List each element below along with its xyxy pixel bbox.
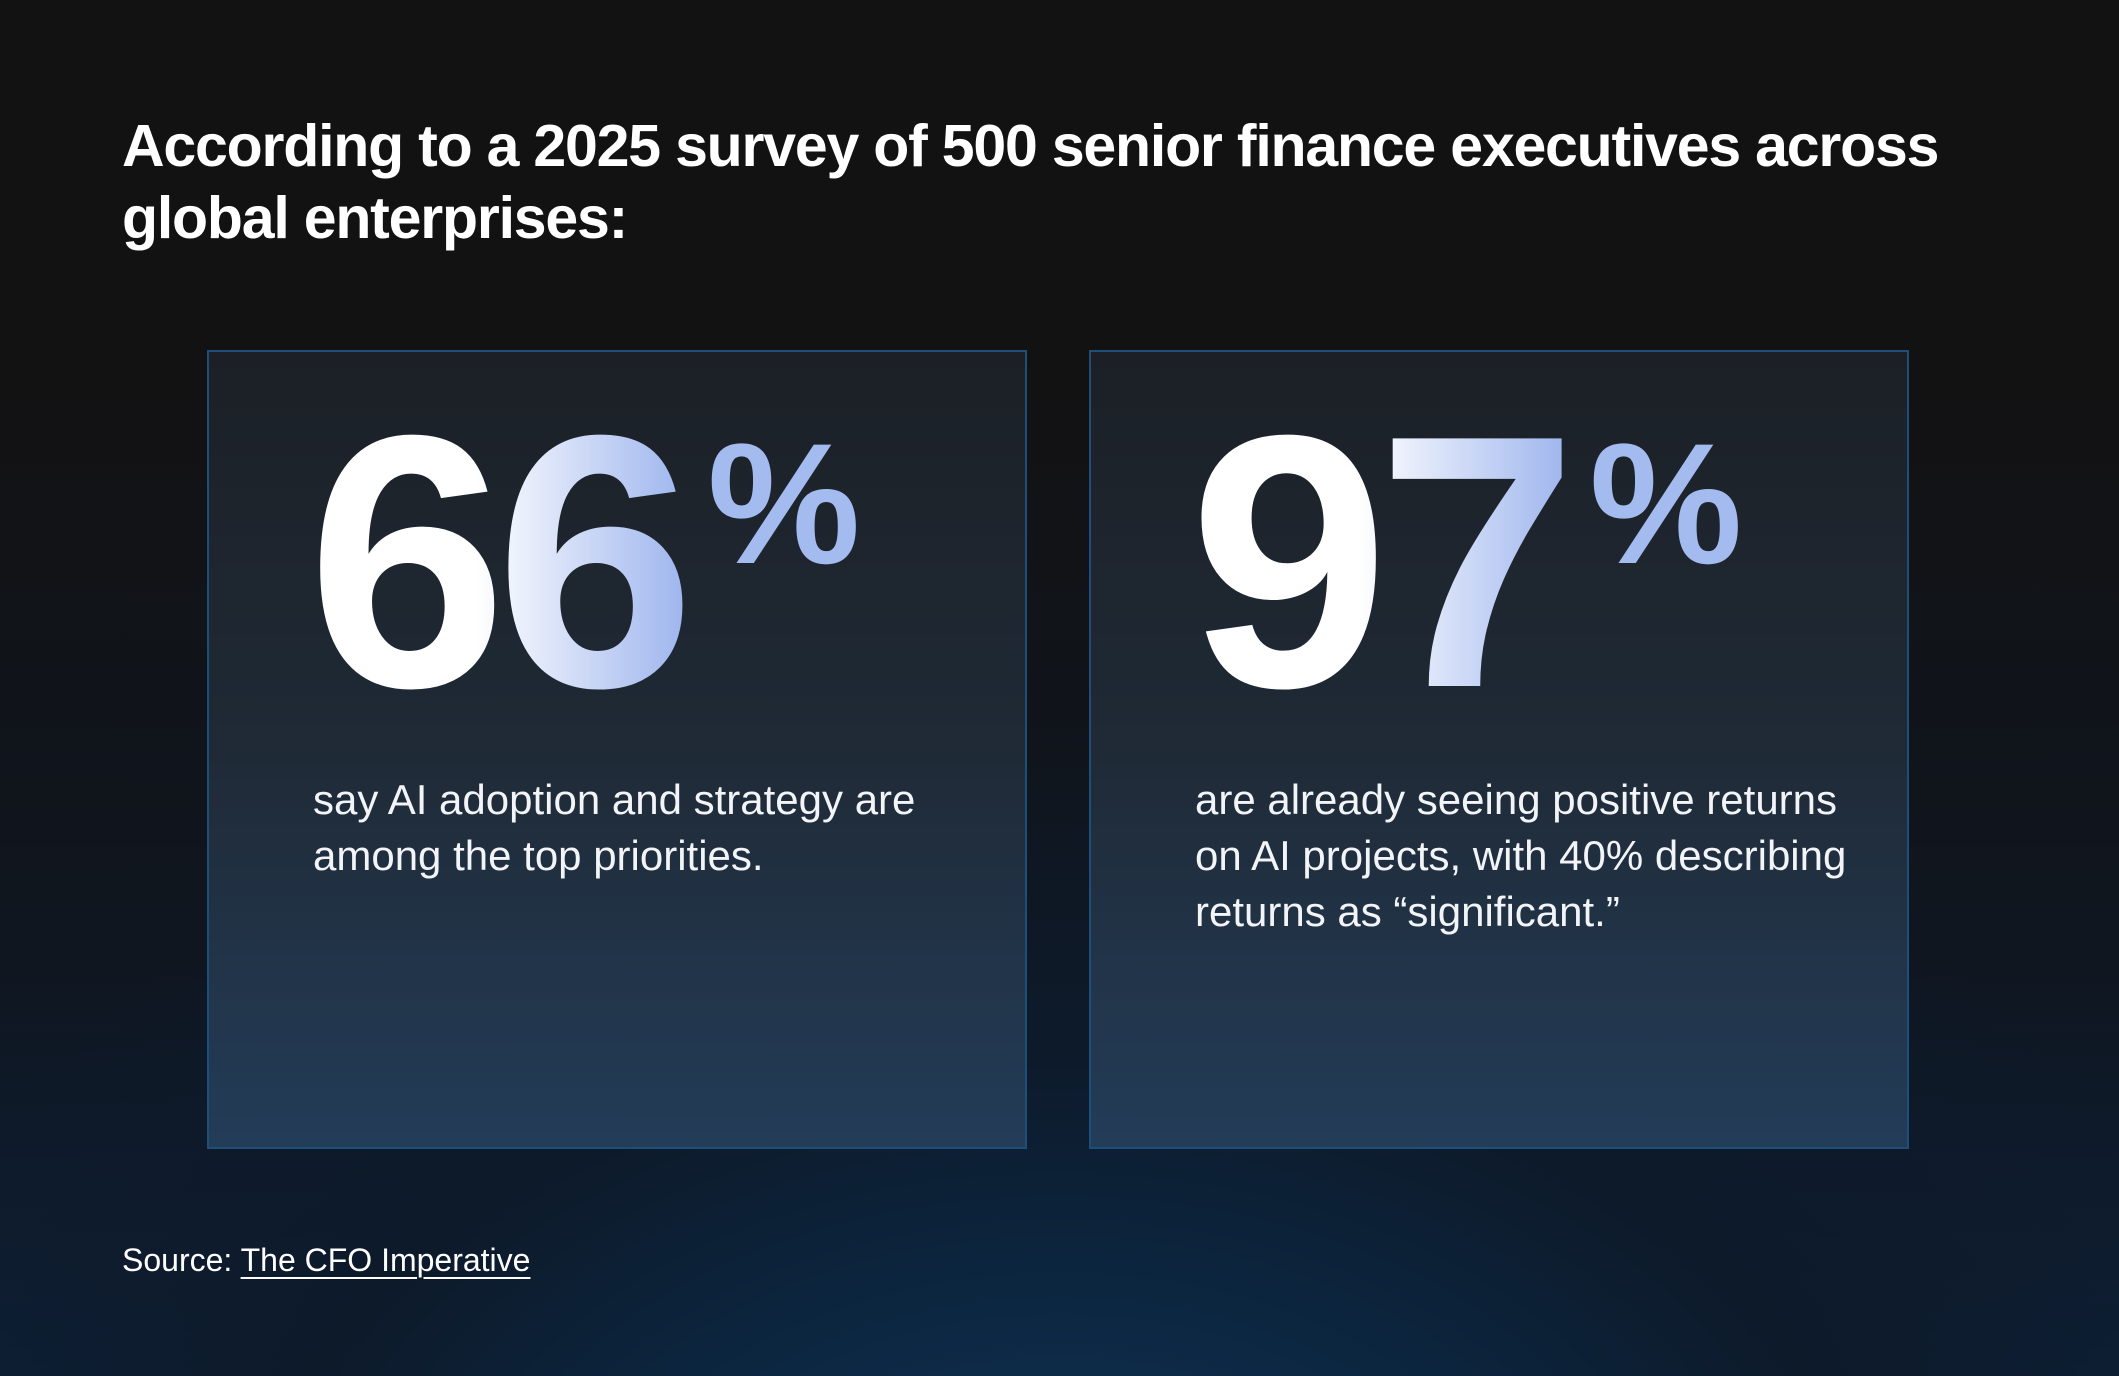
stat-description: say AI adoption and strategy are among t… (313, 776, 916, 879)
source-citation: Source: The CFO Imperative (122, 1238, 530, 1282)
stat-figure: 97 % (1189, 361, 1742, 763)
source-label: Source: (122, 1242, 233, 1278)
stat-value: 66 (307, 361, 695, 763)
headline: According to a 2025 survey of 500 senior… (122, 113, 1939, 251)
source-link[interactable]: The CFO Imperative (240, 1242, 531, 1278)
stat-unit: % (1589, 408, 1743, 600)
stat-card-1: 66 % say AI adoption and strategy are am… (207, 350, 1027, 1149)
stat-card-2: 97 % are already seeing positive returns… (1089, 350, 1909, 1149)
stat-description: are already seeing positive returns on A… (1195, 776, 1847, 935)
stat-value: 97 (1189, 361, 1577, 763)
stat-unit: % (707, 408, 861, 600)
stat-figure: 66 % (307, 361, 860, 763)
